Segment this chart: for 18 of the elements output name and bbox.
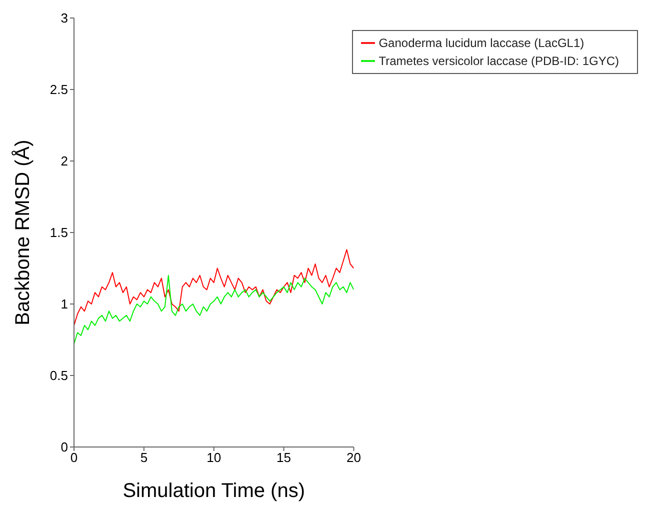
line-series — [74, 274, 354, 345]
x-tick-label: 20 — [346, 450, 361, 466]
line-series — [74, 249, 354, 326]
y-tick-label: 2 — [60, 154, 68, 169]
x-tick-label: 0 — [70, 450, 78, 466]
x-axis-title: Simulation Time (ns) — [122, 480, 305, 502]
x-tick-label: 5 — [140, 450, 148, 466]
legend-label: Trametes versicolor laccase (PDB-ID: 1GYC) — [378, 54, 619, 68]
x-tick-label: 10 — [206, 450, 222, 466]
y-tick-label: 0 — [60, 440, 68, 455]
y-tick-label: 1.5 — [50, 225, 68, 240]
legend-label: Ganoderma lucidum laccase (LacGL1) — [378, 36, 584, 50]
y-tick-label: 3 — [60, 10, 68, 26]
y-tick-label: 0.5 — [50, 368, 68, 384]
y-tick-label: 1 — [60, 296, 68, 312]
y-axis-title: Backbone RMSD (Å) — [11, 140, 34, 326]
y-tick-label: 2.5 — [50, 82, 68, 98]
x-tick-label: 15 — [276, 450, 292, 466]
